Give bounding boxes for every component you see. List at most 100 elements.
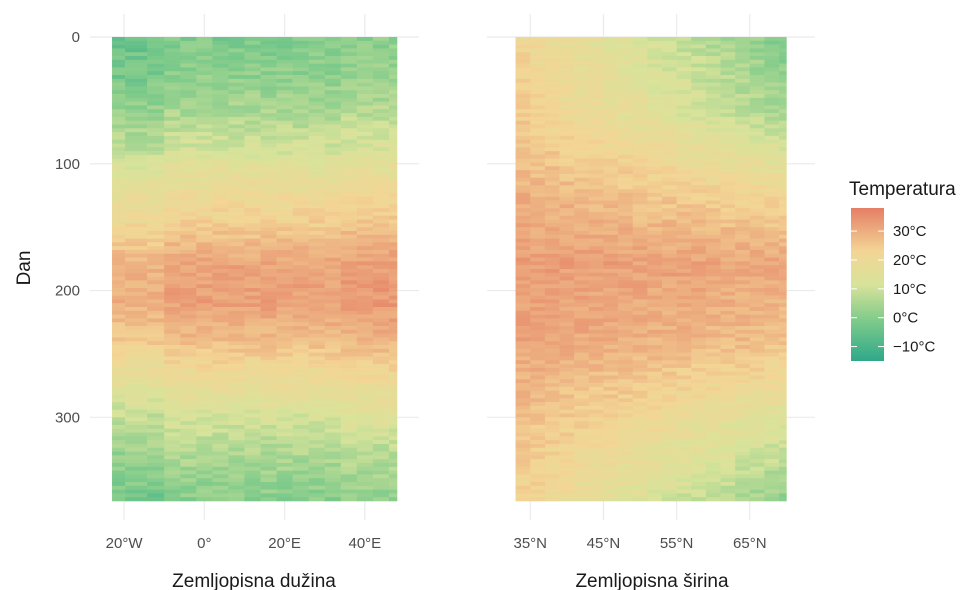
- heatmap-cell: [618, 455, 633, 460]
- heatmap-cell: [260, 356, 277, 361]
- heatmap-cell: [676, 261, 692, 266]
- heatmap-cell: [661, 341, 677, 346]
- heatmap-cell: [676, 177, 692, 182]
- heatmap-cell: [276, 424, 293, 430]
- heatmap-cell: [112, 341, 126, 346]
- heatmap-cell: [603, 249, 619, 255]
- heatmap-cell: [147, 352, 165, 357]
- heatmap-cell: [691, 424, 707, 430]
- heatmap-cell: [515, 147, 531, 152]
- heatmap-cell: [260, 375, 277, 380]
- heatmap-cell: [372, 166, 390, 171]
- heatmap-cell: [147, 109, 165, 114]
- heatmap-cell: [324, 470, 342, 475]
- heatmap-cell: [340, 474, 358, 479]
- heatmap-cell: [212, 246, 229, 251]
- heatmap-cell: [260, 436, 277, 441]
- heatmap-cell: [125, 177, 148, 182]
- heatmap-cell: [196, 71, 213, 76]
- heatmap-cell: [112, 227, 126, 232]
- heatmap-cell: [147, 59, 165, 64]
- heatmap-cell: [530, 295, 546, 300]
- heatmap-cell: [356, 265, 374, 270]
- heatmap-cell: [530, 276, 546, 281]
- heatmap-cell: [164, 398, 181, 403]
- heatmap-cell: [691, 185, 707, 190]
- heatmap-cell: [603, 493, 619, 498]
- heatmap-cell: [691, 466, 707, 471]
- heatmap-cell: [388, 52, 398, 57]
- heatmap-cell: [588, 63, 604, 68]
- heatmap-cell: [125, 371, 148, 376]
- heatmap-cell: [372, 428, 390, 433]
- heatmap-cell: [324, 440, 342, 445]
- heatmap-cell: [212, 101, 229, 106]
- heatmap-cell: [388, 432, 398, 437]
- heatmap-cell: [212, 40, 229, 45]
- heatmap-cell: [164, 291, 181, 296]
- heatmap-cell: [705, 227, 721, 232]
- heatmap-cell: [544, 143, 560, 148]
- heatmap-cell: [705, 37, 721, 42]
- heatmap-cell: [228, 341, 245, 346]
- heatmap-cell: [603, 390, 619, 395]
- heatmap-cell: [530, 485, 546, 490]
- heatmap-cell: [212, 356, 229, 361]
- heatmap-cell: [661, 291, 677, 296]
- heatmap-cell: [164, 314, 181, 319]
- heatmap-cell: [340, 151, 358, 156]
- heatmap-cell: [661, 280, 677, 285]
- heatmap-cell: [372, 116, 390, 121]
- heatmap-cell: [632, 310, 648, 315]
- heatmap-cell: [749, 405, 765, 411]
- heatmap-cell: [340, 459, 358, 464]
- heatmap-cell: [244, 428, 261, 433]
- heatmap-cell: [647, 489, 663, 494]
- heatmap-cell: [588, 333, 604, 338]
- heatmap-cell: [530, 402, 546, 407]
- heatmap-cell: [588, 230, 604, 236]
- heatmap-cell: [676, 360, 692, 365]
- heatmap-cell: [388, 367, 398, 372]
- heatmap-cell: [228, 139, 245, 144]
- heatmap-cell: [260, 451, 277, 456]
- heatmap-cell: [559, 459, 575, 464]
- heatmap-cell: [180, 44, 197, 49]
- heatmap-cell: [228, 211, 245, 217]
- heatmap-cell: [618, 97, 633, 102]
- heatmap-cell: [112, 94, 126, 99]
- heatmap-cell: [125, 440, 148, 445]
- heatmap-cell: [647, 348, 663, 353]
- heatmap-cell: [632, 211, 648, 217]
- heatmap-cell: [180, 189, 197, 194]
- heatmap-cell: [530, 230, 546, 236]
- heatmap-cell: [691, 166, 707, 171]
- heatmap-cell: [340, 272, 358, 277]
- heatmap-cell: [603, 333, 619, 338]
- heatmap-cell: [661, 78, 677, 83]
- heatmap-cell: [632, 120, 648, 125]
- heatmap-cell: [530, 272, 546, 277]
- heatmap-cell: [632, 97, 648, 102]
- heatmap-cell: [147, 478, 165, 483]
- heatmap-cell: [515, 295, 531, 300]
- heatmap-cell: [574, 261, 590, 266]
- heatmap-cell: [735, 265, 751, 270]
- heatmap-cell: [180, 86, 197, 91]
- heatmap-cell: [196, 440, 213, 445]
- y-axis-title: Dan: [14, 251, 35, 286]
- heatmap-cell: [530, 356, 546, 361]
- heatmap-cell: [212, 459, 229, 464]
- heatmap-cell: [308, 177, 326, 182]
- heatmap-cell: [125, 310, 148, 315]
- heatmap-cell: [196, 154, 213, 159]
- heatmap-cell: [749, 151, 765, 156]
- heatmap-cell: [147, 303, 165, 308]
- heatmap-cell: [356, 185, 374, 190]
- heatmap-cell: [324, 215, 342, 220]
- heatmap-cell: [749, 333, 765, 338]
- heatmap-cell: [588, 417, 604, 422]
- heatmap-cell: [530, 481, 546, 487]
- heatmap-cell: [749, 154, 765, 159]
- heatmap-cell: [340, 352, 358, 357]
